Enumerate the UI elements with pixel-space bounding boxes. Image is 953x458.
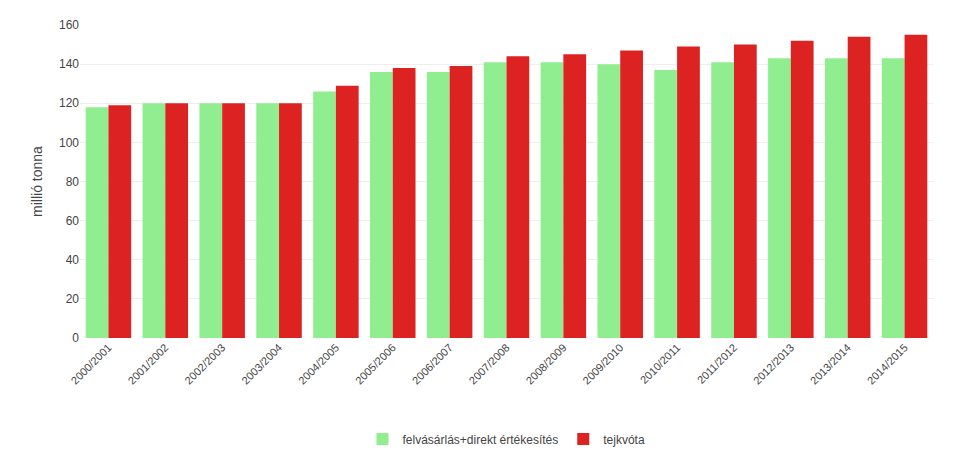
- svg-text:2002/2003: 2002/2003: [182, 341, 227, 386]
- svg-text:2008/2009: 2008/2009: [523, 341, 568, 386]
- svg-text:60: 60: [66, 214, 80, 228]
- svg-text:felvásárlás+direkt értékesítés: felvásárlás+direkt értékesítés: [403, 433, 559, 447]
- svg-text:0: 0: [72, 331, 79, 345]
- svg-text:2007/2008: 2007/2008: [467, 341, 512, 386]
- svg-text:2004/2005: 2004/2005: [296, 341, 341, 386]
- svg-text:millió tonna: millió tonna: [29, 146, 45, 217]
- svg-text:2005/2006: 2005/2006: [353, 341, 398, 386]
- svg-text:120: 120: [59, 96, 79, 110]
- svg-text:2011/2012: 2011/2012: [695, 341, 740, 386]
- svg-text:2013/2014: 2013/2014: [808, 341, 853, 386]
- svg-text:2003/2004: 2003/2004: [239, 341, 284, 386]
- svg-text:2014/2015: 2014/2015: [865, 341, 910, 386]
- svg-text:160: 160: [59, 18, 79, 32]
- svg-text:40: 40: [66, 253, 80, 267]
- svg-text:2012/2013: 2012/2013: [751, 341, 796, 386]
- svg-text:2010/2011: 2010/2011: [638, 341, 683, 386]
- svg-text:2009/2010: 2009/2010: [580, 341, 625, 386]
- svg-text:2000/2001: 2000/2001: [68, 341, 113, 386]
- svg-text:2006/2007: 2006/2007: [410, 341, 455, 386]
- svg-text:80: 80: [66, 175, 80, 189]
- svg-text:tejkvóta: tejkvóta: [603, 433, 645, 447]
- svg-text:100: 100: [59, 136, 79, 150]
- svg-text:20: 20: [66, 292, 80, 306]
- svg-text:2001/2002: 2001/2002: [125, 341, 170, 386]
- svg-text:140: 140: [59, 57, 79, 71]
